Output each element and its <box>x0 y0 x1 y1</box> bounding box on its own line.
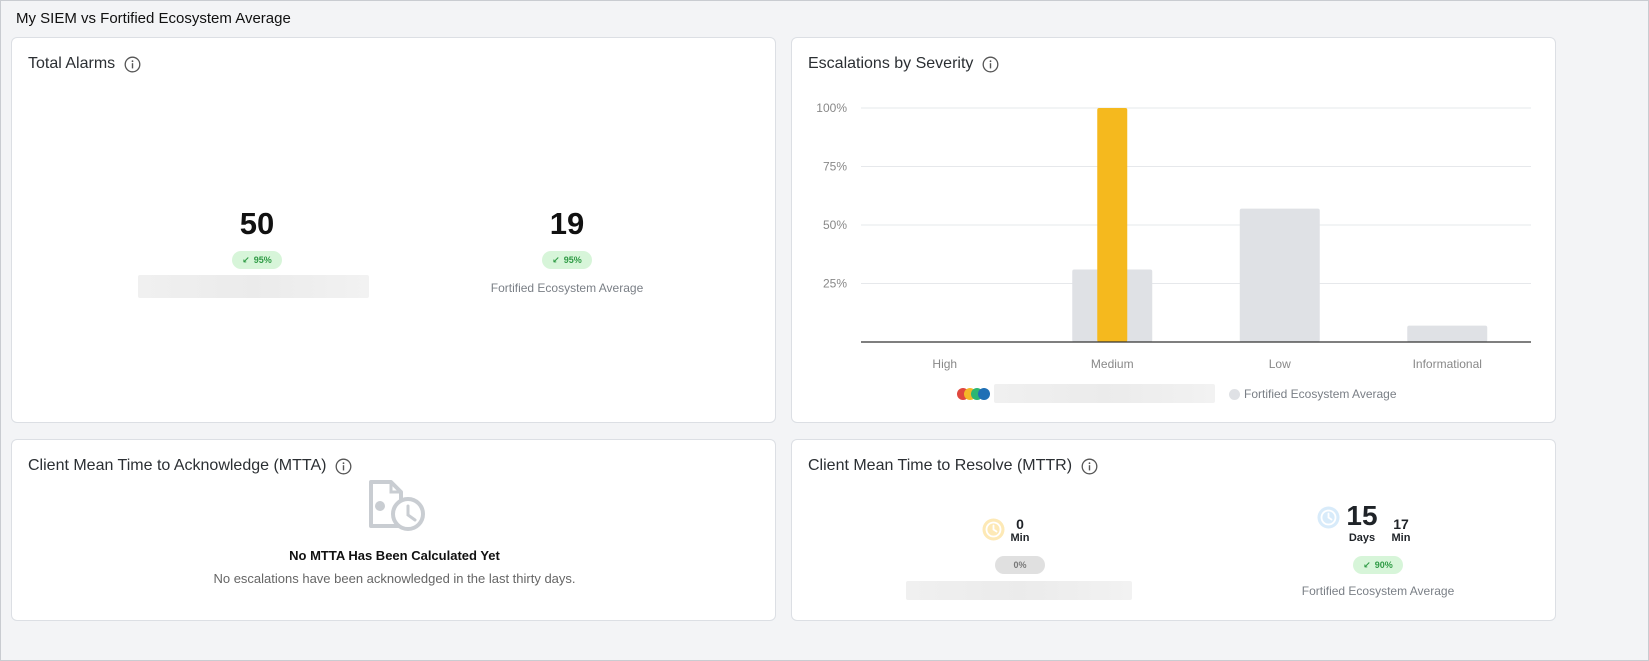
fortified-label: Fortified Ecosystem Average <box>1301 584 1455 598</box>
arrow-down-left-icon: ↙ <box>552 254 560 265</box>
x-tick-label: Low <box>1269 357 1291 371</box>
info-icon[interactable] <box>124 56 141 73</box>
document-clock-icon <box>369 480 425 531</box>
arrow-down-left-icon: ↙ <box>242 254 250 265</box>
fortified-mttr-trend-badge: ↙ 90% <box>1353 556 1403 574</box>
fortified-mttr-days-unit: Days <box>1348 532 1376 544</box>
mtta-card: Client Mean Time to Acknowledge (MTTA) N… <box>11 439 776 621</box>
card-title: Client Mean Time to Acknowledge (MTTA) <box>28 457 327 474</box>
my-mttr-trend-badge: 0% <box>995 556 1045 574</box>
y-tick-label: 50% <box>823 218 847 232</box>
fortified-mttr-days-value: 15 <box>1346 500 1378 531</box>
bar-client-medium <box>1097 108 1128 342</box>
escalations-header: Escalations by Severity <box>808 55 999 73</box>
mtta-empty-text: No escalations have been acknowledged in… <box>213 571 576 586</box>
total-alarms-card: Total Alarms 50 ↙ 95% 19 ↙ 95% Fortified… <box>11 37 776 423</box>
x-tick-label: Medium <box>1091 357 1134 371</box>
y-tick-label: 75% <box>823 160 847 174</box>
severity-bar-chart: 100% 75% 50% 25% High Medium Low Informational <box>816 101 1531 371</box>
y-tick-label: 100% <box>816 101 847 115</box>
fortified-mttr-min-unit: Min <box>1391 532 1411 544</box>
trend-value: 0% <box>1013 560 1027 570</box>
trend-value: 95% <box>253 255 272 265</box>
fortified-mttr-min-value: 17 <box>1393 516 1409 532</box>
redacted-client-legend-label <box>994 384 1215 403</box>
x-tick-label: Informational <box>1413 357 1482 371</box>
info-icon[interactable] <box>335 458 352 475</box>
arrow-down-left-icon: ↙ <box>1363 559 1371 570</box>
info-icon[interactable] <box>1081 458 1098 475</box>
my-mttr-min-value: 0 <box>1016 516 1024 532</box>
clock-icon <box>1317 506 1340 529</box>
redacted-client-label <box>906 581 1132 600</box>
bar-fortified-low <box>1239 208 1320 342</box>
escalations-card: Escalations by Severity 100% 75% 50% 25% Hig… <box>791 37 1556 423</box>
my-alarm-count: 50 <box>239 206 275 241</box>
mtta-header: Client Mean Time to Acknowledge (MTTA) <box>28 457 352 475</box>
my-alarm-trend-badge: ↙ 95% <box>232 251 282 269</box>
redacted-client-label <box>138 275 369 298</box>
card-title: Client Mean Time to Resolve (MTTR) <box>808 457 1073 474</box>
card-title: Escalations by Severity <box>808 55 974 72</box>
mttr-card: Client Mean Time to Resolve (MTTR) 0 Min… <box>791 439 1556 621</box>
chart-legend: Fortified Ecosystem Average <box>957 384 1397 404</box>
card-title: Total Alarms <box>28 55 116 72</box>
y-tick-label: 25% <box>823 277 847 291</box>
legend-label-fortified: Fortified Ecosystem Average <box>1244 387 1397 401</box>
client-color-dots <box>957 388 997 400</box>
legend-dot <box>978 388 990 400</box>
my-mttr-min-unit: Min <box>1010 532 1030 544</box>
mtta-empty-title: No MTTA Has Been Calculated Yet <box>289 548 500 563</box>
page-title: My SIEM vs Fortified Ecosystem Average <box>16 10 291 27</box>
trend-value: 90% <box>1374 560 1393 570</box>
trend-value: 95% <box>563 255 582 265</box>
mttr-header: Client Mean Time to Resolve (MTTR) <box>808 457 1098 475</box>
clock-icon <box>982 518 1005 541</box>
fortified-alarm-count: 19 <box>549 206 585 241</box>
fortified-label: Fortified Ecosystem Average <box>490 281 644 295</box>
x-tick-label: High <box>932 357 957 371</box>
bar-fortified-informational <box>1407 325 1488 342</box>
info-icon[interactable] <box>982 56 999 73</box>
fortified-alarm-trend-badge: ↙ 95% <box>542 251 592 269</box>
legend-swatch-fortified <box>1229 389 1240 400</box>
total-alarms-header: Total Alarms <box>28 55 141 73</box>
